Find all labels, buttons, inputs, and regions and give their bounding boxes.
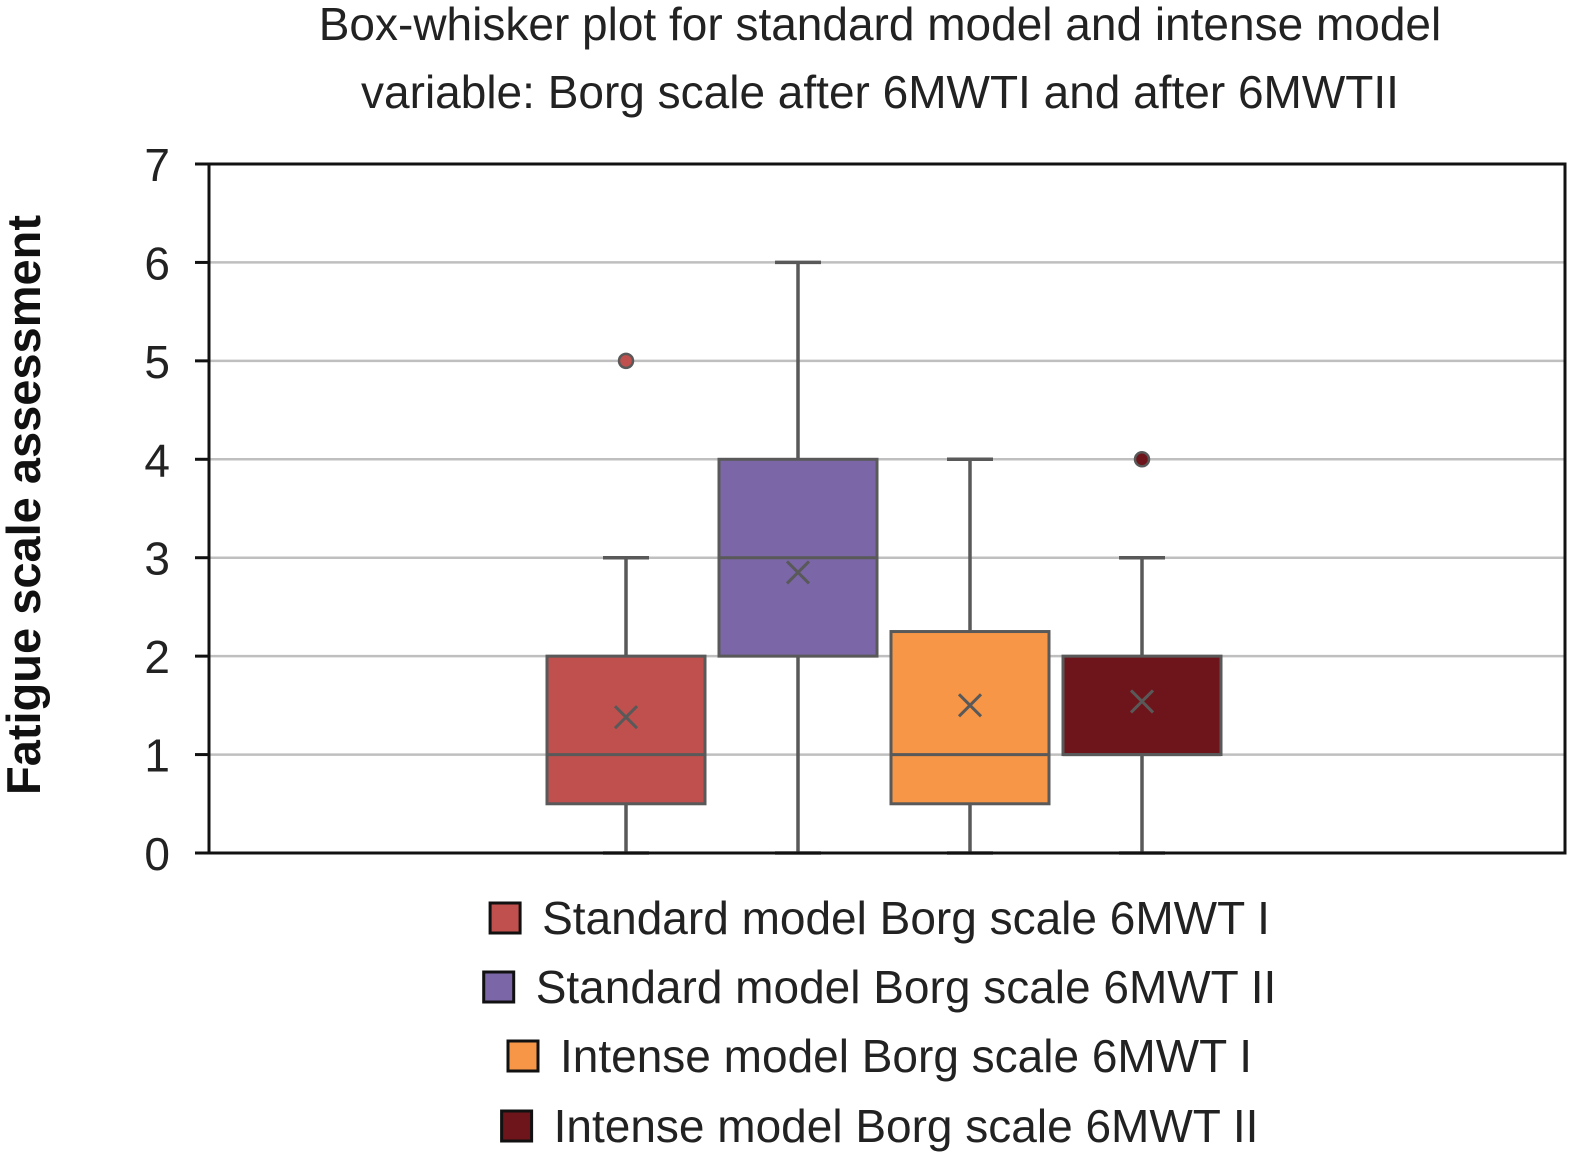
y-tick-label-5: 5 [144,336,170,388]
mean-marker-stroke-2 [613,705,639,730]
y-tick-label-6: 6 [144,237,170,289]
legend-swatch-2 [482,970,516,1004]
box-series-2 [717,260,879,855]
y-tick-label-1: 1 [144,730,170,782]
chart-title-line-2: variable: Borg scale after 6MWTI and aft… [361,66,1399,118]
chart-title-line-1: Box-whisker plot for standard model and … [319,0,1442,50]
box-iqr [1061,654,1223,757]
box-series [545,260,1223,855]
legend-item-3: Intense model Borg scale 6MWT I [506,1030,1252,1082]
y-tick-label-4: 4 [144,434,170,486]
legend-label-4: Intense model Borg scale 6MWT II [554,1100,1259,1152]
y-tick-label-3: 3 [144,533,170,585]
legend: Standard model Borg scale 6MWT I Standard… [482,892,1277,1152]
mean-marker-stroke-2 [1129,689,1155,714]
legend-item-4: Intense model Borg scale 6MWT II [500,1100,1259,1152]
outlier-point [617,352,635,370]
y-tick-label-2: 2 [144,631,170,683]
legend-label-2: Standard model Borg scale 6MWT II [536,961,1277,1013]
legend-label-3: Intense model Borg scale 6MWT I [560,1030,1252,1082]
legend-swatch-1 [488,901,522,935]
y-tick-label-0: 0 [144,828,170,880]
outlier-point [1133,451,1151,468]
box-iqr [545,654,707,806]
box-series-1 [545,352,707,855]
legend-item-1: Standard model Borg scale 6MWT I [488,892,1270,944]
plot-frame [207,162,1567,855]
y-axis-ticks: 0 1 2 3 4 5 6 7 [144,139,209,880]
mean-marker-stroke-2 [785,560,811,585]
gridlines [209,261,1565,756]
legend-item-2: Standard model Borg scale 6MWT II [482,961,1277,1013]
legend-swatch-4 [500,1109,534,1143]
box-iqr [889,630,1051,806]
box-series-3 [889,457,1051,855]
y-tick-label-7: 7 [144,139,170,191]
y-axis-label: Fatigue scale assessment [0,215,50,795]
mean-marker-stroke-2 [957,693,983,718]
legend-label-1: Standard model Borg scale 6MWT I [542,892,1270,944]
legend-swatch-3 [506,1039,540,1073]
box-series-4 [1061,451,1223,855]
